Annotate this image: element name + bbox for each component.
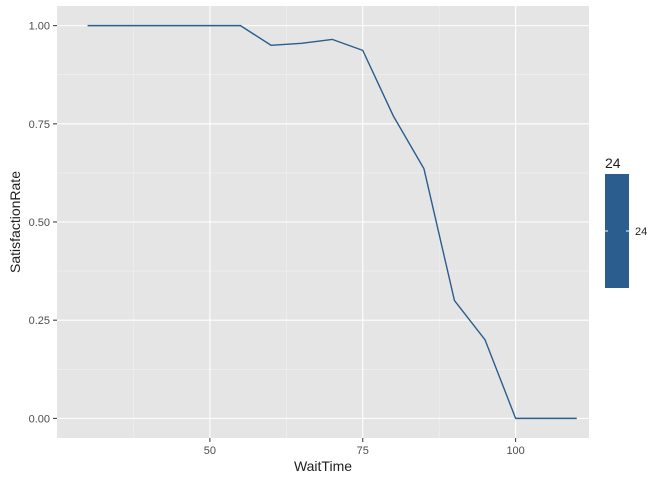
y-tick-label: 0.75: [29, 119, 50, 131]
x-tick-label: 100: [506, 445, 524, 457]
series-layer: [87, 24, 577, 420]
series-line: [87, 24, 577, 420]
y-tick-label: 0.25: [29, 315, 50, 327]
legend: 24 24: [605, 155, 647, 288]
legend-color-bar: [605, 174, 629, 288]
legend-label: 24: [635, 226, 647, 238]
x-axis-title: WaitTime: [294, 458, 352, 474]
y-tick-label: 0.00: [29, 413, 50, 425]
legend-title: 24: [605, 155, 621, 171]
y-tick-label: 1.00: [29, 21, 50, 33]
axis-ticks: 0.00 0.25 0.50 0.75 1.00 50 75 100: [29, 21, 525, 457]
x-tick-label: 75: [357, 445, 369, 457]
major-gridlines: [57, 6, 589, 438]
y-axis-title: SatisfactionRate: [7, 171, 23, 273]
y-tick-label: 0.50: [29, 217, 50, 229]
x-tick-label: 50: [204, 445, 216, 457]
